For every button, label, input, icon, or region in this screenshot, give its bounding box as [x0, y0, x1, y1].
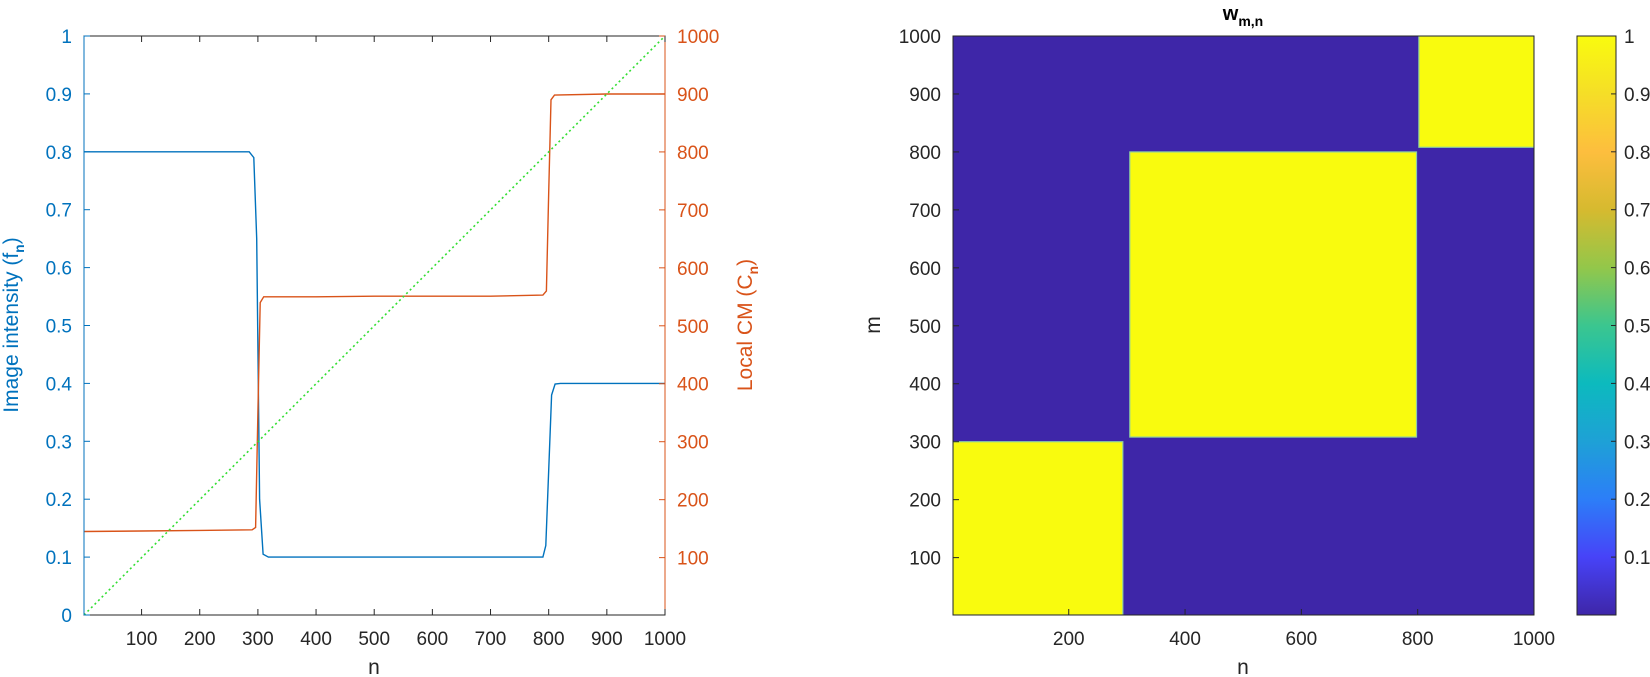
line-left-y-ticks: 0 0.1 0.2 0.3 0.4 0.5 0.6 0.7 0.8 0.9 1: [46, 27, 90, 627]
heatmap-y-tick-label: 900: [909, 85, 941, 106]
line-x-axis-label: n: [368, 656, 380, 677]
line-x-tick-label: 400: [300, 629, 332, 650]
line-right-y-tick-label: 900: [677, 85, 709, 106]
line-x-tick-label: 500: [358, 629, 390, 650]
line-x-tick-label: 800: [533, 629, 565, 650]
line-x-tick-label: 900: [591, 629, 623, 650]
colorbar-tick-label: 0.5: [1624, 317, 1650, 338]
heatmap-y-ticks: 100 200 300 400 500 600 700 800 900 1000: [899, 27, 959, 570]
line-right-y-tick-label: 200: [677, 491, 709, 512]
heatmap-chart: 200 400 600 800 1000 100 200 300 400 500 600 700 80…: [862, 3, 1650, 677]
heatmap-x-tick-label: 600: [1286, 629, 1318, 650]
heatmap-y-tick-label: 700: [909, 201, 941, 222]
line-series-2: [84, 36, 665, 615]
colorbar: [1576, 35, 1617, 616]
line-left-y-tick-label: 0.7: [46, 201, 72, 222]
heatmap-block-1: [1129, 151, 1418, 438]
line-left-y-axis-label: Image intensity (fn): [0, 237, 27, 412]
line-x-tick-label: 100: [126, 629, 158, 650]
line-x-tick-label: 600: [417, 629, 449, 650]
colorbar-tick-label: 0.9: [1624, 85, 1650, 106]
heatmap-cells: [953, 36, 1534, 615]
colorbar-tick-label: 0.6: [1624, 259, 1650, 280]
heatmap-y-tick-label: 400: [909, 375, 941, 396]
line-left-y-tick-label: 0.3: [46, 432, 72, 453]
heatmap-x-tick-label: 400: [1169, 629, 1201, 650]
line-series-group: [84, 36, 665, 615]
heatmap-block-0: [953, 441, 1124, 615]
line-right-y-tick-label: 800: [677, 143, 709, 164]
colorbar-tick-label: 0.8: [1624, 143, 1650, 164]
heatmap-block-2: [1418, 36, 1534, 148]
line-right-y-tick-label: 700: [677, 201, 709, 222]
line-right-y-tick-label: 1000: [677, 27, 719, 48]
line-left-y-tick-label: 0.4: [46, 374, 73, 395]
line-right-y-tick-label: 500: [677, 317, 709, 338]
line-x-tick-label: 700: [475, 629, 507, 650]
colorbar-ticks: 0.1 0.2 0.3 0.4 0.5 0.6 0.7 0.8 0.9 1: [1611, 27, 1650, 569]
heatmap-y-tick-label: 300: [909, 433, 941, 454]
heatmap-y-tick-label: 200: [909, 491, 941, 512]
colorbar-tick-label: 0.1: [1624, 548, 1650, 569]
line-right-y-axis-label: Local CM (Cn): [734, 259, 761, 391]
colorbar-tick-label: 0.4: [1624, 374, 1650, 395]
colorbar-tick-label: 0.3: [1624, 432, 1650, 453]
colorbar-tick-label: 1: [1624, 27, 1635, 48]
line-left-y-tick-label: 0.8: [46, 143, 72, 164]
line-x-ticks: 100 200 300 400 500 600 700 800 900 1000: [126, 36, 686, 650]
heatmap-x-tick-label: 800: [1402, 629, 1434, 650]
heatmap-x-axis-label: n: [1237, 656, 1249, 677]
line-x-tick-label: 1000: [644, 629, 686, 650]
line-series-1: [84, 93, 665, 533]
line-right-y-ticks: 100 200 300 400 500 600 700 800 900 1000: [659, 27, 719, 570]
line-series-0: [84, 151, 665, 558]
heatmap-y-tick-label: 1000: [899, 27, 941, 48]
line-x-tick-label: 300: [242, 629, 274, 650]
line-left-y-tick-label: 0.5: [46, 317, 72, 338]
line-left-y-tick-label: 0.9: [46, 85, 72, 106]
line-right-y-tick-label: 100: [677, 549, 709, 570]
line-left-y-tick-label: 1: [61, 27, 72, 48]
heatmap-y-axis-label: m: [862, 316, 885, 334]
line-left-y-tick-label: 0: [61, 606, 72, 627]
line-left-y-tick-label: 0.6: [46, 259, 72, 280]
heatmap-y-tick-label: 600: [909, 259, 941, 280]
line-left-y-tick-label: 0.2: [46, 490, 72, 511]
line-left-y-tick-label: 0.1: [46, 548, 72, 569]
colorbar-tick-label: 0.2: [1624, 490, 1650, 511]
heatmap-y-tick-label: 100: [909, 549, 941, 570]
line-right-y-tick-label: 400: [677, 375, 709, 396]
heatmap-title: wm,n: [1222, 3, 1263, 29]
colorbar-tick-label: 0.7: [1624, 201, 1650, 222]
line-right-y-tick-label: 600: [677, 259, 709, 280]
heatmap-x-tick-label: 1000: [1513, 629, 1555, 650]
line-x-tick-label: 200: [184, 629, 216, 650]
line-chart: 100 200 300 400 500 600 700 800 900 1000 00.10.20…: [0, 27, 761, 677]
heatmap-y-tick-label: 500: [909, 317, 941, 338]
heatmap-x-ticks: 200 400 600 800 1000: [1053, 609, 1555, 650]
line-right-y-tick-label: 300: [677, 433, 709, 454]
heatmap-x-tick-label: 200: [1053, 629, 1085, 650]
heatmap-y-tick-label: 800: [909, 143, 941, 164]
